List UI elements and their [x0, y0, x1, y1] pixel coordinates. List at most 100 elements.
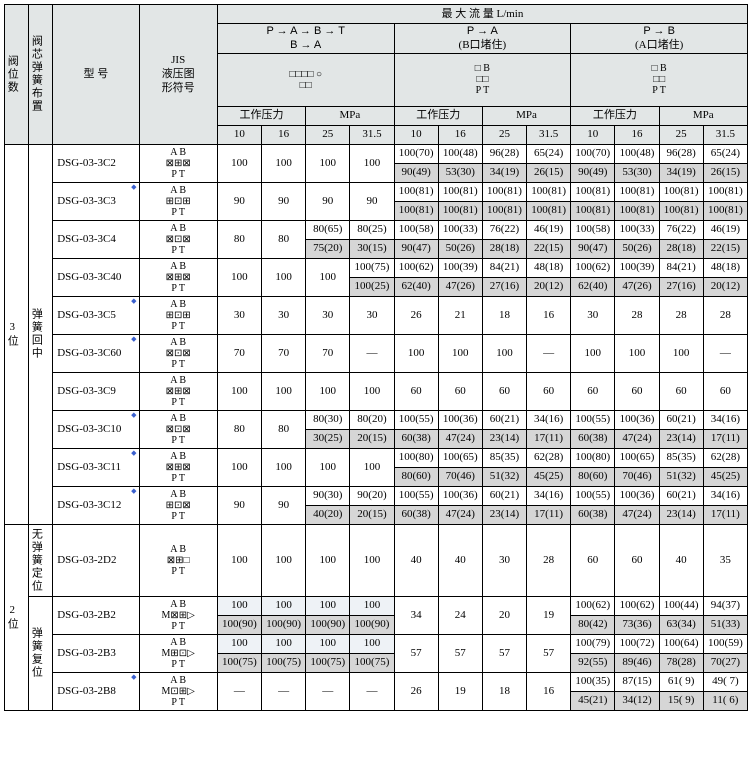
cell: 28: [703, 296, 747, 334]
cell: 23(14): [482, 505, 526, 524]
cell: 100(36): [615, 410, 659, 429]
cell: 100: [262, 144, 306, 182]
cell: 75(20): [306, 239, 350, 258]
cell: 28: [615, 296, 659, 334]
cell: 100: [350, 372, 394, 410]
cell: 100(81): [703, 182, 747, 201]
jis-symbol: A B⊠⊡⊠P T: [139, 220, 217, 258]
cell: 60: [659, 372, 703, 410]
cell: 100(55): [394, 410, 438, 429]
cell: 60: [482, 372, 526, 410]
cell: 100: [306, 372, 350, 410]
cell: 17(11): [703, 505, 747, 524]
cell: 100: [306, 448, 350, 486]
cell: 26: [394, 296, 438, 334]
cell: 70(46): [438, 467, 482, 486]
cell: 19: [438, 672, 482, 710]
cell: 85(35): [659, 448, 703, 467]
cell: —: [350, 334, 394, 372]
jis-symbol: A B⊞⊡⊠P T: [139, 486, 217, 524]
col-model: 型 号: [53, 5, 139, 145]
jis-symbol: A B⊠⊞⊠P T: [139, 144, 217, 182]
cell: 100(48): [615, 144, 659, 163]
cell: —: [703, 334, 747, 372]
cell: 30: [217, 296, 261, 334]
model: DSG-03-3C10: [53, 410, 139, 448]
col-jis: JIS 液压图 形符号: [139, 5, 217, 145]
cell: 100(81): [571, 201, 615, 220]
cell: 34(12): [615, 691, 659, 710]
cell: 80(30): [306, 410, 350, 429]
pressure-col: 10: [571, 125, 615, 144]
cell: 100: [350, 144, 394, 182]
diag-b: □ B □□ P T: [394, 53, 571, 106]
cell: 100: [217, 596, 261, 615]
cell: 62(40): [394, 277, 438, 296]
cell: 60: [394, 372, 438, 410]
cell: 100(62): [394, 258, 438, 277]
cell: 80(60): [571, 467, 615, 486]
cell: 100(62): [571, 596, 615, 615]
model: DSG-03-3C3: [53, 182, 139, 220]
jis-symbol: A B⊠⊞□P T: [139, 524, 217, 596]
cell: 100: [306, 524, 350, 596]
cell: 40(20): [306, 505, 350, 524]
cell: 46(19): [527, 220, 571, 239]
cell: 80(65): [306, 220, 350, 239]
cell: 28(18): [659, 239, 703, 258]
cell: 30: [571, 296, 615, 334]
cell: 90: [262, 486, 306, 524]
model: DSG-03-3C11: [53, 448, 139, 486]
cell: 47(24): [615, 505, 659, 524]
cell: 40: [438, 524, 482, 596]
cell: 100: [262, 634, 306, 653]
cell: —: [350, 672, 394, 710]
jis-symbol: A BM⊞⊡▷P T: [139, 634, 217, 672]
cell: 76(22): [482, 220, 526, 239]
unit-b: MPa: [482, 106, 570, 125]
cell: 22(15): [527, 239, 571, 258]
cell: 80: [217, 410, 261, 448]
model: DSG-03-3C2: [53, 144, 139, 182]
cell: 70(46): [615, 467, 659, 486]
cell: 30: [306, 296, 350, 334]
cell: 100(58): [571, 220, 615, 239]
cell: 27(16): [659, 277, 703, 296]
jis-symbol: A BM⊠⊞▷P T: [139, 596, 217, 634]
cell: 60: [438, 372, 482, 410]
cell: 100(80): [571, 448, 615, 467]
cell: 21: [438, 296, 482, 334]
cell: 90(47): [571, 239, 615, 258]
cell: 18: [482, 296, 526, 334]
cell: 80: [217, 220, 261, 258]
cell: 90: [262, 182, 306, 220]
cell: —: [217, 672, 261, 710]
cell: 100(36): [615, 486, 659, 505]
model: DSG-03-3C9: [53, 372, 139, 410]
cell: 100: [571, 334, 615, 372]
cell: 20(12): [527, 277, 571, 296]
cell: 60: [615, 372, 659, 410]
cell: 90: [350, 182, 394, 220]
cell: 60(21): [482, 486, 526, 505]
cell: 47(26): [615, 277, 659, 296]
cell: 23(14): [482, 429, 526, 448]
cell: 22(15): [703, 239, 747, 258]
path-pa: P → A (B口堵住): [394, 24, 571, 54]
jis-symbol: A B⊠⊡⊠P T: [139, 410, 217, 448]
path-pb: P → B (A口堵住): [571, 24, 748, 54]
pressure-c: 工作压力: [571, 106, 659, 125]
cell: 85(35): [482, 448, 526, 467]
spring-center: 弹簧回中: [29, 144, 53, 524]
cell: 100(36): [438, 410, 482, 429]
jis-symbol: A B⊠⊞⊠P T: [139, 372, 217, 410]
cell: 30: [482, 524, 526, 596]
pressure-col: 31.5: [527, 125, 571, 144]
cell: 100(64): [659, 634, 703, 653]
cell: 63(34): [659, 615, 703, 634]
jis-symbol: A B⊞⊡⊞P T: [139, 182, 217, 220]
cell: 100(35): [571, 672, 615, 691]
cell: 100(75): [350, 653, 394, 672]
cell: 90: [306, 182, 350, 220]
cell: 47(24): [438, 505, 482, 524]
